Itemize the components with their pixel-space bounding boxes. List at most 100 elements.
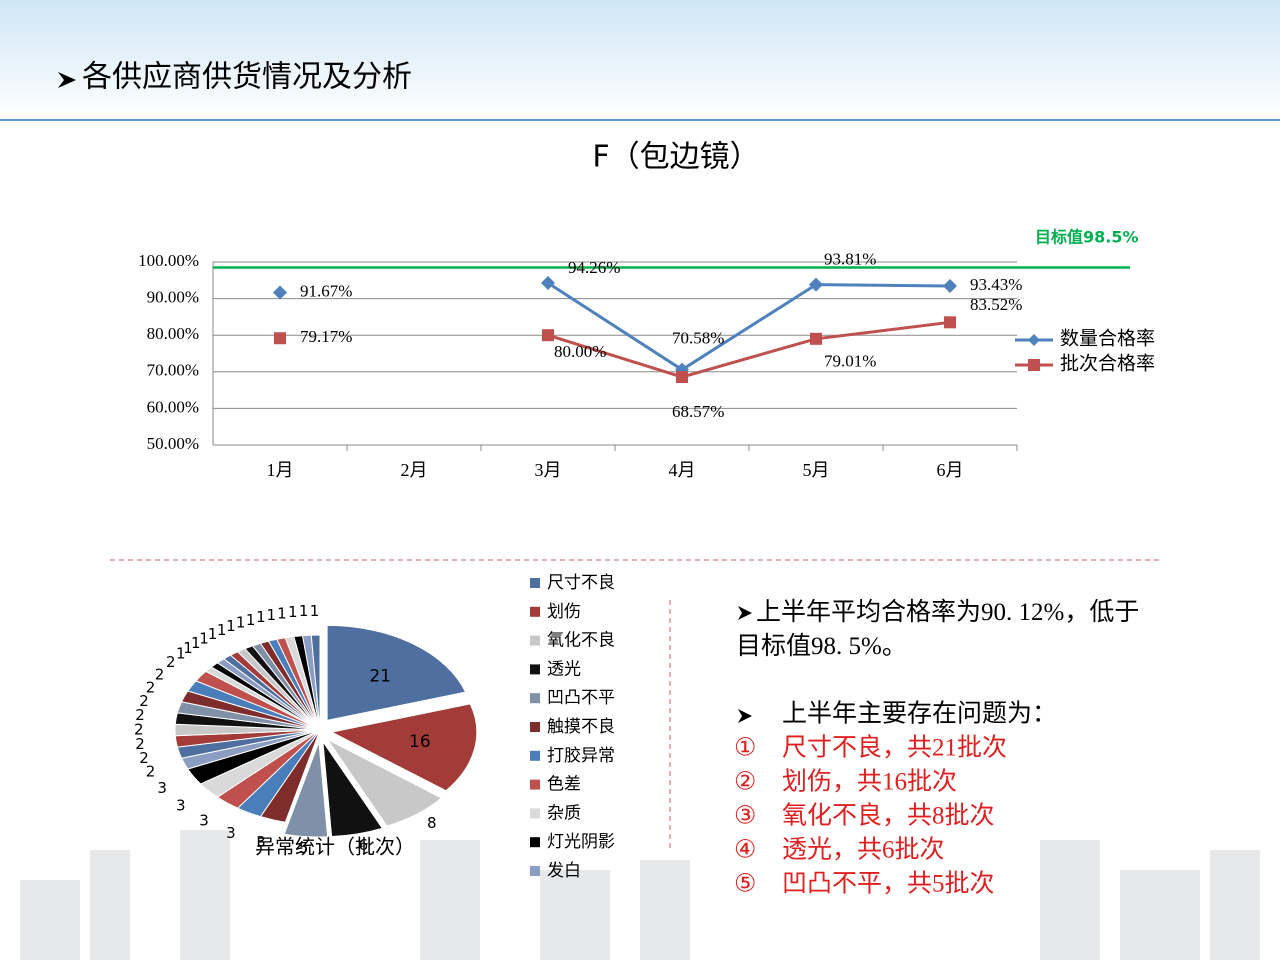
pie-value-label: 21: [369, 666, 391, 686]
pie-value-label: 1: [256, 608, 266, 626]
data-label: 80.00%: [554, 342, 606, 361]
issue-text: 凹凸不平，共5批次: [782, 870, 995, 898]
pie-value-label: 2: [166, 653, 176, 671]
issue-text: 透光，共6批次: [782, 836, 945, 864]
pie-value-label: 8: [427, 814, 437, 832]
pie-value-label: 1: [217, 621, 227, 639]
point: [274, 332, 286, 345]
summary-text: 上半年平均合格率为90. 12%，低于目标值98. 5%。: [736, 598, 1139, 660]
y-tick-label: 70.00%: [147, 361, 199, 380]
x-tick-label: 5月: [803, 460, 830, 480]
note-bullet: [738, 709, 752, 723]
point: [273, 285, 287, 300]
x-tick-label: 4月: [669, 460, 696, 480]
data-label: 79.17%: [300, 327, 352, 346]
legend-label: 发白: [547, 861, 581, 881]
title-bullet: [58, 72, 76, 88]
issue-text: 氧化不良，共8批次: [782, 802, 995, 830]
pie-value-label: 3: [157, 779, 167, 797]
data-label: 91.67%: [300, 281, 352, 300]
data-label: 94.26%: [568, 258, 620, 277]
x-tick-label: 6月: [937, 460, 964, 480]
legend-swatch: [530, 750, 540, 761]
data-label: 70.58%: [672, 329, 724, 348]
pie-value-label: 2: [135, 735, 145, 753]
pie-value-label: 1: [310, 602, 320, 620]
city-silhouette: [20, 830, 1260, 960]
pie-slice: [326, 739, 443, 827]
legend-swatch: [530, 808, 540, 819]
pie-value-label: 1: [199, 629, 209, 647]
pie-value-label: 6: [359, 836, 369, 854]
point: [541, 276, 555, 291]
x-tick-label: 1月: [267, 460, 294, 480]
pie-value-label: 1: [246, 611, 256, 629]
x-tick-label: 3月: [535, 460, 562, 480]
pie-slice: [322, 739, 384, 837]
pie-value-label: 1: [191, 634, 201, 652]
pie-value-label: 1: [226, 617, 236, 635]
pie-title: 异常统计（批次）: [255, 835, 415, 859]
legend-marker: [1028, 334, 1040, 346]
point: [943, 279, 957, 294]
legend-label: 氧化不良: [547, 631, 615, 651]
legend-swatch: [530, 837, 540, 848]
y-tick-label: 80.00%: [147, 324, 199, 343]
pie-slice: [310, 634, 321, 731]
pie-value-label: 2: [139, 692, 149, 710]
legend-label: 批次合格率: [1060, 352, 1155, 374]
legend-label: 色差: [547, 775, 581, 795]
data-label: 83.52%: [970, 295, 1022, 314]
data-label: 93.43%: [970, 275, 1022, 294]
pie-value-label: 3: [226, 824, 236, 842]
legend-label: 灯光阴影: [547, 832, 615, 852]
pie-value-label: 1: [288, 603, 298, 621]
legend-swatch: [530, 578, 540, 588]
pie-value-label: 1: [299, 602, 309, 620]
pie-value-label: 1: [236, 614, 246, 632]
pie-value-label: 3: [176, 797, 186, 815]
y-tick-label: 100.00%: [138, 251, 199, 270]
legend-label: 数量合格率: [1060, 327, 1155, 349]
legend-swatch: [530, 664, 540, 675]
data-label: 93.81%: [824, 250, 876, 269]
legend-swatch: [530, 722, 540, 732]
target-label: 目标值98.5%: [1035, 228, 1139, 247]
pie-value-label: 16: [409, 732, 431, 752]
legend-swatch: [530, 866, 540, 876]
data-label: 79.01%: [824, 352, 876, 371]
legend-marker: [1028, 359, 1040, 371]
legend-swatch: [530, 693, 540, 704]
issue-marker: ②: [734, 769, 756, 796]
series-line: [547, 320, 951, 379]
pie-value-label: 1: [277, 604, 287, 622]
pie-value-label: 3: [199, 812, 209, 830]
series-line: [547, 281, 951, 372]
slide-title: 各供应商供货情况及分析: [82, 60, 412, 95]
issue-text: 尺寸不良，共21批次: [782, 734, 1007, 762]
legend-label: 尺寸不良: [547, 573, 615, 593]
point: [676, 371, 688, 384]
pie-value-label: 2: [146, 763, 156, 781]
legend-label: 打胶异常: [547, 746, 615, 766]
pie-value-label: 3: [256, 833, 266, 851]
pie-value-label: 1: [208, 625, 218, 643]
y-tick-label: 90.00%: [147, 288, 199, 307]
pie-value-label: 1: [267, 606, 277, 624]
point: [542, 329, 554, 342]
legend-label: 划伤: [547, 602, 581, 622]
point: [810, 332, 822, 345]
legend-swatch: [530, 606, 540, 617]
point: [944, 316, 956, 329]
chart-title: F（包边镜）: [592, 140, 759, 175]
pie-value-label: 2: [134, 721, 144, 739]
x-tick-label: 2月: [401, 460, 428, 480]
pie-value-label: 2: [139, 749, 149, 767]
y-tick-label: 60.00%: [147, 397, 199, 416]
note-bullet: [738, 606, 752, 620]
legend-label: 触摸不良: [547, 717, 615, 737]
pie-slice: [326, 624, 467, 721]
issues-title: 上半年主要存在问题为：: [782, 700, 1057, 728]
